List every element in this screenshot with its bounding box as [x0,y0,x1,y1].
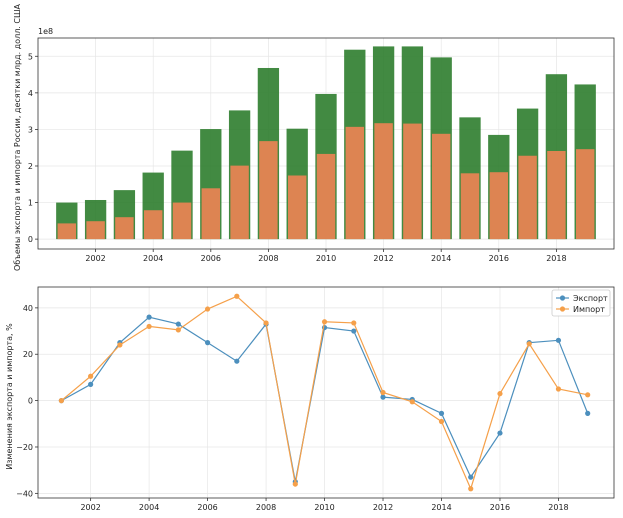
x-tick-label: 2018 [548,503,568,512]
x-tick-label: 2012 [373,503,393,512]
line-chart-panel: 2002 2004 2006 2008 2010 2012 2014 2016 2018 −40… [5,286,615,512]
point-import [175,327,181,333]
point-import [117,342,123,348]
bar-chart-y-ticks: 0 1 2 3 4 5 [28,52,38,244]
point-export [204,340,211,346]
legend-marker-import [559,306,566,312]
bar-import [287,175,307,240]
point-export [468,474,474,480]
bar-import [547,150,566,240]
point-import [585,392,591,398]
bar-import [172,202,192,240]
point-import [555,386,562,392]
x-tick-label: 2008 [256,503,276,512]
x-tick-label: 2014 [431,503,451,512]
point-import [88,373,94,379]
y-tick-label: 20 [23,350,33,359]
x-tick-label: 2016 [490,503,510,512]
bar-import [345,126,365,240]
bar-import [489,172,509,240]
bar-import [57,223,77,240]
point-import [321,319,328,325]
y-tick-label: 4 [28,89,33,98]
bar-import [460,173,480,240]
y-tick-label: 0 [28,235,33,244]
bar-import [403,123,422,240]
x-tick-label: 2002 [85,254,105,263]
line-chart-y-axis-label: Изменения экспорта и импорта, % [5,323,14,470]
line-chart-grid [38,287,614,498]
point-import [146,323,152,330]
legend-marker-export [559,295,566,301]
y-tick-label: 40 [23,304,33,313]
x-tick-label: 2006 [201,254,221,263]
x-tick-label: 2008 [258,254,278,263]
line-chart-y-ticks: −40 −20 0 20 40 [16,304,38,498]
point-import [468,486,474,492]
point-export [175,321,181,327]
bar-import [316,153,336,240]
y-tick-label: 0 [28,397,33,406]
point-import [526,341,532,347]
point-export [438,410,445,416]
x-tick-label: 2018 [546,254,566,263]
point-import [263,320,269,326]
y-tick-label: 1 [28,199,33,208]
bar-import [115,217,134,240]
point-export [497,430,503,436]
bar-chart-panel: 2002 2004 2006 2008 2010 2012 2014 2016 2018 0 1 2… [13,3,615,271]
y-tick-label: −40 [16,489,33,498]
line-chart-frame [37,286,615,499]
bar-chart-x-ticks: 2002 2004 2006 2008 2010 2012 2014 2016 2018 [85,249,567,263]
bar-import [230,165,249,240]
point-export [146,314,152,320]
point-import [497,391,503,397]
y-tick-label: 3 [28,125,33,134]
x-tick-label: 2006 [197,503,217,512]
x-tick-label: 2004 [143,254,163,263]
legend-label-export: Экспорт [573,294,608,303]
line-chart-x-ticks: 2002 2004 2006 2008 2010 2012 2014 2016 2018 [80,498,569,512]
point-import [204,306,211,312]
x-tick-label: 2010 [314,503,334,512]
point-export [351,328,357,334]
point-export [88,381,94,387]
bar-import [575,149,595,240]
point-export [234,358,240,364]
x-tick-label: 2016 [489,254,509,263]
line-chart-lines [58,293,591,492]
y-tick-label: −20 [16,443,33,452]
legend-label-import: Импорт [573,305,605,314]
point-import [351,320,357,326]
point-import [234,293,240,299]
point-import [292,481,298,487]
y-tick-label: 2 [28,162,33,171]
bar-chart-scale-note: 1e8 [38,27,53,36]
point-export [555,337,562,343]
bar-chart-y-axis-label: Объемы экспорта и импорта России, десятк… [13,3,22,271]
bar-import [143,210,163,240]
x-tick-label: 2012 [373,254,393,263]
legend: Экспорт Импорт [551,289,611,317]
point-export [585,410,591,416]
bar-import [201,188,221,240]
bar-import [86,221,105,240]
x-tick-label: 2002 [80,503,100,512]
point-import [58,398,64,404]
point-export [380,394,386,400]
bar-import [518,155,537,240]
bar-chart-bars [56,46,596,240]
x-tick-label: 2014 [431,254,451,263]
bar-import [374,123,393,240]
point-import [380,389,386,396]
bar-import [431,133,451,240]
point-import [409,399,415,405]
x-tick-label: 2010 [316,254,336,263]
x-tick-label: 2004 [139,503,159,512]
bar-import [259,141,278,240]
point-import [438,418,445,425]
y-tick-label: 5 [28,52,33,61]
